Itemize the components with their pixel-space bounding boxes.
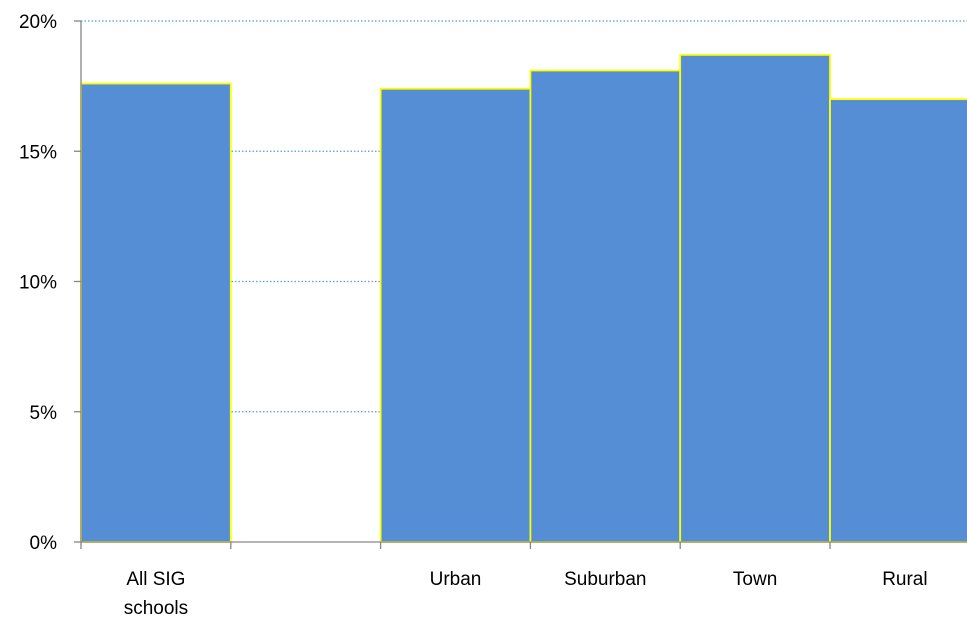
x-category-label: schools — [124, 598, 188, 619]
y-tick-label: 15% — [19, 142, 57, 163]
labels: 0% 5% 10% 15% 20% All SIG schools Urban Suburban… — [19, 12, 928, 619]
x-category-label: Rural — [882, 569, 927, 590]
bar — [80, 82, 232, 543]
y-tick-label: 0% — [30, 533, 58, 554]
y-tick-label: 20% — [19, 12, 57, 33]
bar — [679, 53, 831, 543]
y-tick-label: 5% — [30, 403, 58, 424]
x-category-label: Urban — [430, 569, 482, 590]
x-category-label: Suburban — [564, 569, 646, 590]
bar — [529, 69, 682, 543]
x-category-label: Town — [733, 569, 777, 590]
bar — [829, 98, 967, 543]
y-tick-label: 10% — [19, 273, 57, 294]
x-category-label: All SIG — [126, 569, 185, 590]
bars — [80, 53, 967, 543]
bar — [379, 87, 532, 543]
axes — [74, 20, 967, 549]
